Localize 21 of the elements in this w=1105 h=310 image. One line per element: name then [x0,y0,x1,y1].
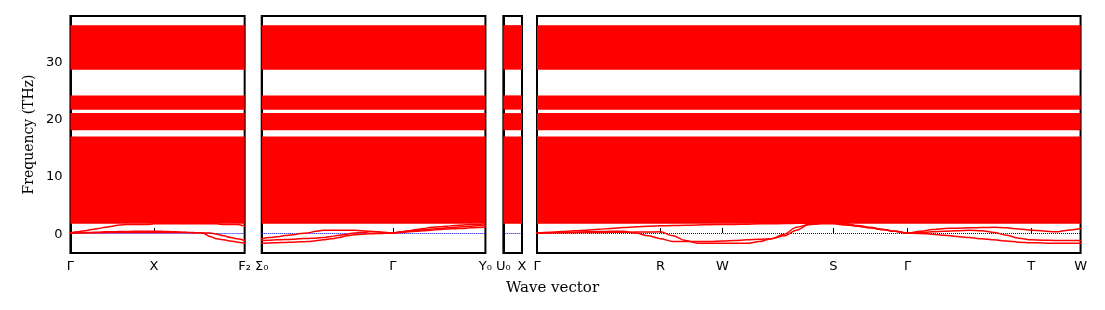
x-axis-title: Wave vector [504,278,601,296]
x-tick-label: Σ₀ [254,258,269,273]
x-tick-label: Γ [903,258,912,273]
x-tick-label: F₂ [238,258,252,273]
x-tick-label: Γ [389,258,398,273]
x-tick-label: Γ [66,258,75,273]
x-tick-label: Y₀ [477,258,492,273]
x-tick-label: T [1026,258,1036,273]
y-tick-label: 30 [45,54,63,70]
x-tick-label: S [829,258,838,273]
y-tick-label: 20 [45,111,63,127]
y-tick-label: 10 [45,168,63,184]
x-tick-label: Γ [533,258,542,273]
x-tick-label: R [656,258,666,273]
x-tick-label: W [1074,258,1088,273]
y-axis-title: Frequency (THz) [20,74,36,195]
x-tick-label: W [715,258,729,273]
y-tick-label: 0 [54,225,63,241]
x-tick-label: X [149,258,159,273]
x-tick-label: X [517,258,527,273]
x-tick-label: U₀ [496,258,511,273]
